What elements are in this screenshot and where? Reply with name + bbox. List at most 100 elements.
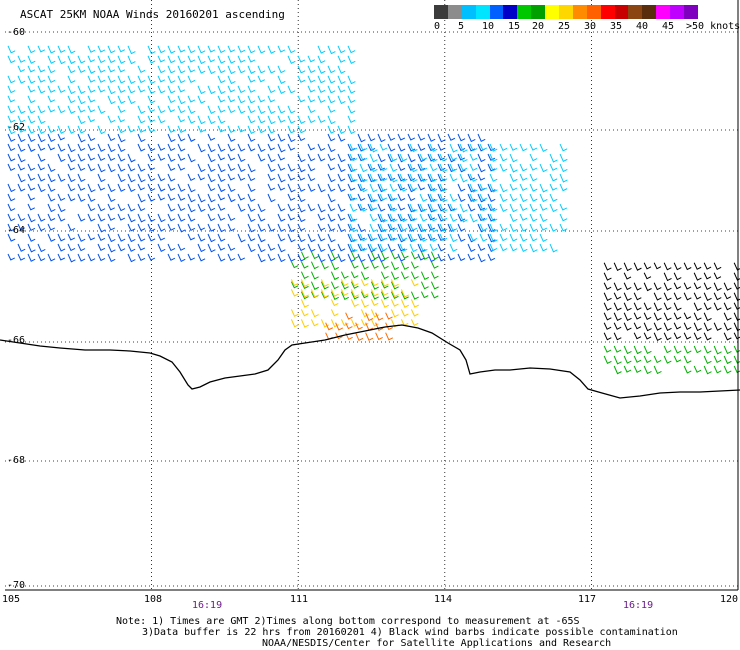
wind-barb <box>27 105 36 114</box>
wind-barb <box>477 163 486 173</box>
wind-barb <box>307 85 316 93</box>
wind-barb <box>529 183 538 192</box>
wind-barb <box>437 143 446 151</box>
wind-barb <box>643 322 652 332</box>
wind-barb <box>247 213 256 223</box>
wind-barb <box>539 143 548 153</box>
wind-barb <box>197 193 206 203</box>
wind-barb <box>693 332 702 341</box>
wind-barb <box>197 243 206 253</box>
wind-barb <box>117 213 126 221</box>
wind-barb <box>300 289 309 298</box>
wind-barb <box>237 153 246 162</box>
wind-barb <box>227 153 236 161</box>
wind-barb <box>410 309 419 317</box>
wind-barb <box>27 115 36 124</box>
wind-barb <box>327 95 336 104</box>
wind-barb <box>410 291 419 300</box>
wind-barb <box>349 233 358 243</box>
colorbar-swatch <box>586 5 601 19</box>
wind-barb <box>340 279 349 287</box>
wind-barb <box>400 299 410 308</box>
wind-barb <box>360 291 369 299</box>
wind-barb <box>77 55 86 64</box>
wind-barb <box>467 173 476 181</box>
wind-barb <box>340 289 349 297</box>
colorbar-swatch <box>656 5 671 19</box>
wind-barb <box>347 213 356 222</box>
wind-barb <box>529 233 538 242</box>
wind-barb <box>375 322 384 331</box>
wind-barb <box>267 173 276 181</box>
wind-barb <box>257 243 266 253</box>
wind-barb <box>390 299 399 307</box>
antarctic-coastline-west <box>0 339 151 354</box>
wind-barb <box>559 163 568 173</box>
wind-barb <box>349 203 358 212</box>
wind-barb <box>449 233 458 243</box>
wind-barb <box>355 322 363 330</box>
wind-barb <box>67 143 76 153</box>
wind-barb <box>207 203 216 212</box>
wind-barb <box>673 262 682 271</box>
wind-barb <box>380 271 389 280</box>
wind-barb <box>623 322 632 331</box>
wind-barb <box>539 203 548 211</box>
wind-barb <box>177 213 186 222</box>
wind-barb <box>247 163 256 173</box>
wind-barb <box>487 153 496 161</box>
colorbar-label: 25 <box>558 21 571 32</box>
wind-barb <box>247 85 256 93</box>
wind-barb <box>157 173 166 182</box>
wind-barb <box>733 312 740 322</box>
wind-barb <box>643 355 652 364</box>
wind-barb <box>387 173 396 182</box>
colorbar-label: 20 <box>532 21 545 32</box>
wind-barb <box>227 105 236 114</box>
wind-barb <box>509 163 518 173</box>
wind-barb <box>87 183 96 193</box>
wind-barb <box>603 272 612 281</box>
wind-barb <box>237 203 246 212</box>
wind-barb <box>167 55 176 64</box>
wind-barb <box>147 125 156 133</box>
wind-barb <box>267 125 276 134</box>
wind-barb <box>37 253 46 262</box>
wind-barb <box>177 143 186 152</box>
wind-barb <box>7 45 16 54</box>
wind-barb <box>37 213 46 222</box>
wind-barb <box>147 115 156 123</box>
lon-label: 111 <box>290 594 309 605</box>
wind-barb <box>327 65 336 74</box>
wind-barb <box>407 203 416 213</box>
wind-barb <box>207 223 216 232</box>
wind-barb <box>365 332 374 341</box>
wind-barb <box>379 143 388 151</box>
wind-barb <box>77 193 86 202</box>
wind-barb <box>380 289 389 296</box>
wind-barb <box>267 85 276 94</box>
wind-barb <box>237 45 246 53</box>
wind-barb <box>97 143 106 152</box>
colorbar-label: >50 knots <box>686 21 740 32</box>
wind-barb <box>683 365 692 374</box>
wind-barb <box>359 153 368 161</box>
wind-barb <box>217 115 226 124</box>
wind-barb <box>317 65 326 74</box>
wind-barb <box>97 65 106 73</box>
wind-barb <box>147 183 156 192</box>
wind-barb <box>267 153 276 163</box>
colorbar-swatch <box>670 5 685 19</box>
wind-barb <box>257 125 266 134</box>
wind-barb <box>297 253 306 262</box>
wind-barb <box>643 282 652 292</box>
wind-barb <box>27 253 36 262</box>
wind-barb <box>87 45 96 53</box>
wind-barb <box>369 213 378 222</box>
wind-barb <box>277 65 286 74</box>
wind-barb <box>347 75 356 85</box>
wind-barb <box>467 143 476 152</box>
wind-barb <box>147 153 156 162</box>
wind-barb <box>177 125 186 134</box>
wind-barb <box>360 261 369 270</box>
